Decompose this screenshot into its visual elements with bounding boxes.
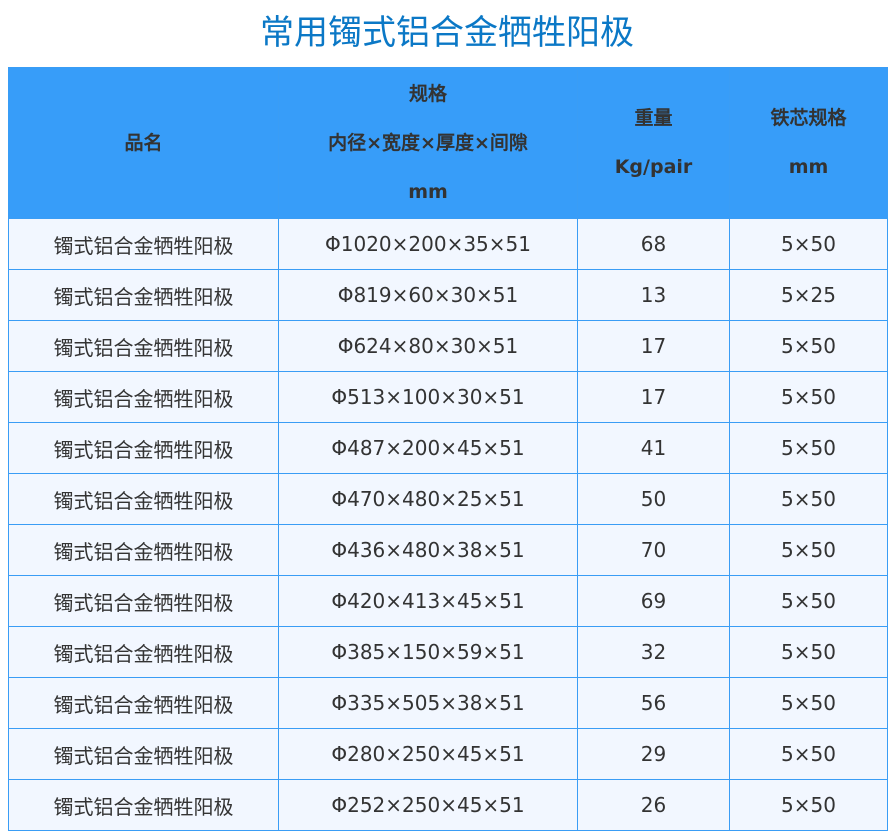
cell-product-name: 镯式铝合金牺牲阳极: [8, 626, 279, 678]
cell-weight: 70: [577, 524, 730, 576]
cell-weight: 29: [577, 728, 730, 780]
cell-weight: 68: [577, 218, 730, 270]
column-header-specification: 规格内径×宽度×厚度×间隙 mm: [278, 67, 578, 219]
cell-core-spec: 5×50: [729, 677, 888, 729]
header-line: 规格: [408, 82, 447, 105]
table-row: 镯式铝合金牺牲阳极 Φ487×200×45×51 41 5×50: [8, 422, 888, 474]
cell-core-spec: 5×50: [729, 218, 888, 270]
page-title: 常用镯式铝合金牺牲阳极: [260, 13, 634, 53]
cell-specification: Φ252×250×45×51: [278, 779, 578, 831]
table-row: 镯式铝合金牺牲阳极 Φ513×100×30×51 17 5×50: [8, 371, 888, 423]
table-row: 镯式铝合金牺牲阳极 Φ819×60×30×51 13 5×25: [8, 269, 888, 321]
cell-specification: Φ513×100×30×51: [278, 371, 578, 423]
cell-product-name: 镯式铝合金牺牲阳极: [8, 575, 279, 627]
cell-specification: Φ819×60×30×51: [278, 269, 578, 321]
table-row: 镯式铝合金牺牲阳极 Φ385×150×59×51 32 5×50: [8, 626, 888, 678]
cell-specification: Φ385×150×59×51: [278, 626, 578, 678]
cell-core-spec: 5×25: [729, 269, 888, 321]
cell-core-spec: 5×50: [729, 422, 888, 474]
cell-core-spec: 5×50: [729, 320, 888, 372]
cell-product-name: 镯式铝合金牺牲阳极: [8, 677, 279, 729]
table-row: 镯式铝合金牺牲阳极 Φ252×250×45×51 26 5×50: [8, 779, 888, 831]
table-row: 镯式铝合金牺牲阳极 Φ436×480×38×51 70 5×50: [8, 524, 888, 576]
cell-product-name: 镯式铝合金牺牲阳极: [8, 779, 279, 831]
cell-weight: 69: [577, 575, 730, 627]
cell-product-name: 镯式铝合金牺牲阳极: [8, 320, 279, 372]
cell-weight: 50: [577, 473, 730, 525]
spec-table: 品名 规格内径×宽度×厚度×间隙 mm 重量 Kg/pair 铁芯规格 mm 镯式铝合金牺牲…: [8, 67, 888, 831]
cell-core-spec: 5×50: [729, 728, 888, 780]
cell-specification: Φ624×80×30×51: [278, 320, 578, 372]
cell-weight: 56: [577, 677, 730, 729]
column-header-product-name: 品名: [8, 67, 279, 219]
header-line: mm: [408, 180, 448, 203]
cell-product-name: 镯式铝合金牺牲阳极: [8, 422, 279, 474]
header-line: mm: [788, 156, 829, 178]
cell-specification: Φ487×200×45×51: [278, 422, 578, 474]
cell-core-spec: 5×50: [729, 779, 888, 831]
column-header-core-spec: 铁芯规格 mm: [729, 67, 888, 219]
table-header-row: 品名 规格内径×宽度×厚度×间隙 mm 重量 Kg/pair 铁芯规格 mm: [8, 67, 888, 219]
table-row: 镯式铝合金牺牲阳极 Φ280×250×45×51 29 5×50: [8, 728, 888, 780]
cell-specification: Φ1020×200×35×51: [278, 218, 578, 270]
cell-weight: 26: [577, 779, 730, 831]
cell-product-name: 镯式铝合金牺牲阳极: [8, 269, 279, 321]
cell-weight: 17: [577, 371, 730, 423]
cell-specification: Φ436×480×38×51: [278, 524, 578, 576]
cell-weight: 17: [577, 320, 730, 372]
header-line: Kg/pair: [614, 156, 693, 178]
cell-specification: Φ335×505×38×51: [278, 677, 578, 729]
table-row: 镯式铝合金牺牲阳极 Φ335×505×38×51 56 5×50: [8, 677, 888, 729]
column-header-weight: 重量 Kg/pair: [577, 67, 730, 219]
table-row: 镯式铝合金牺牲阳极 Φ1020×200×35×51 68 5×50: [8, 218, 888, 270]
header-line: 铁芯规格: [770, 107, 847, 129]
cell-product-name: 镯式铝合金牺牲阳极: [8, 728, 279, 780]
cell-core-spec: 5×50: [729, 524, 888, 576]
header-line: 重量: [634, 107, 673, 129]
table-row: 镯式铝合金牺牲阳极 Φ420×413×45×51 69 5×50: [8, 575, 888, 627]
cell-product-name: 镯式铝合金牺牲阳极: [8, 473, 279, 525]
cell-core-spec: 5×50: [729, 575, 888, 627]
cell-core-spec: 5×50: [729, 371, 888, 423]
cell-core-spec: 5×50: [729, 473, 888, 525]
cell-product-name: 镯式铝合金牺牲阳极: [8, 371, 279, 423]
cell-weight: 41: [577, 422, 730, 474]
cell-weight: 13: [577, 269, 730, 321]
table-row: 镯式铝合金牺牲阳极 Φ470×480×25×51 50 5×50: [8, 473, 888, 525]
cell-specification: Φ470×480×25×51: [278, 473, 578, 525]
cell-weight: 32: [577, 626, 730, 678]
cell-product-name: 镯式铝合金牺牲阳极: [8, 218, 279, 270]
cell-specification: Φ280×250×45×51: [278, 728, 578, 780]
cell-core-spec: 5×50: [729, 626, 888, 678]
header-line: 内径×宽度×厚度×间隙: [328, 131, 528, 154]
header-line: 品名: [124, 131, 163, 154]
table-row: 镯式铝合金牺牲阳极 Φ624×80×30×51 17 5×50: [8, 320, 888, 372]
cell-specification: Φ420×413×45×51: [278, 575, 578, 627]
cell-product-name: 镯式铝合金牺牲阳极: [8, 524, 279, 576]
